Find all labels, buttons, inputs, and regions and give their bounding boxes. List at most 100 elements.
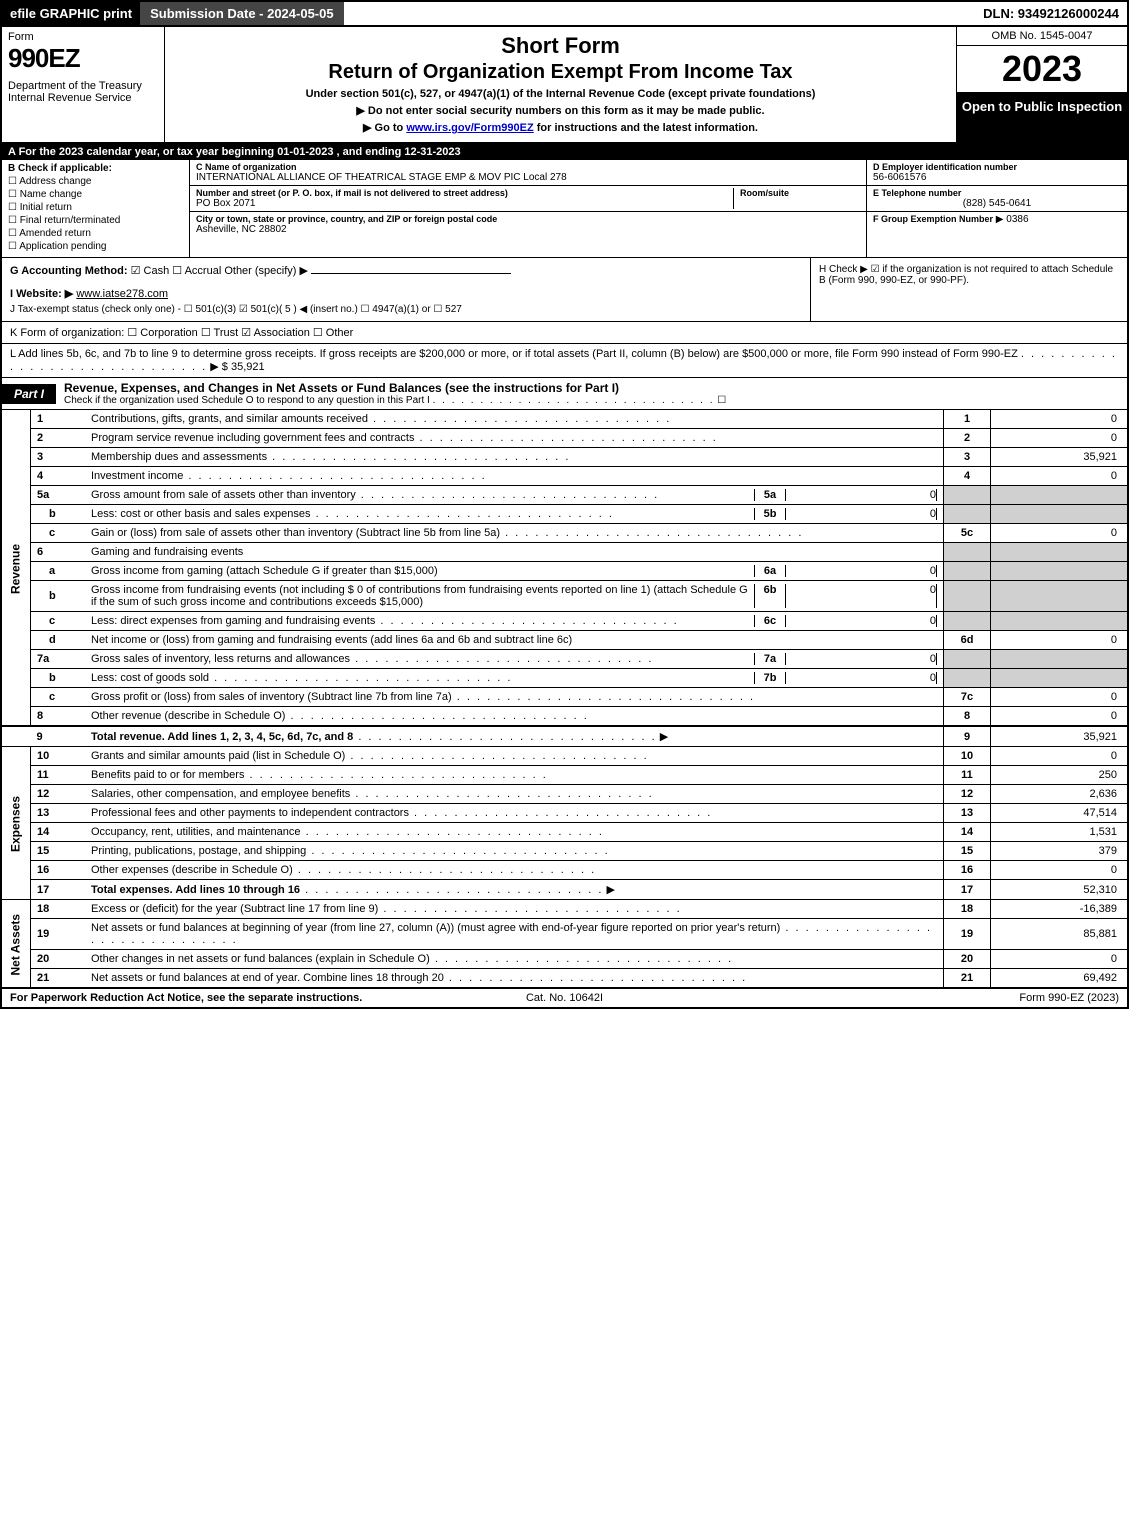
arrow-icon [300,265,312,277]
section-i: I Website: ▶ www.iatse278.com [10,287,802,300]
open-to-public: Open to Public Inspection [957,93,1127,142]
submission-date-button[interactable]: Submission Date - 2024-05-05 [140,2,344,25]
chk-accrual[interactable]: Accrual [172,265,221,277]
line-16: 16Other expenses (describe in Schedule O… [1,861,1128,880]
val-3: 35,921 [991,448,1129,467]
page-footer: For Paperwork Reduction Act Notice, see … [0,989,1129,1009]
form-id-block: Form 990EZ Department of the Treasury In… [2,27,165,142]
chk-final-return[interactable]: Final return/terminated [8,215,183,226]
section-a-tax-year: A For the 2023 calendar year, or tax yea… [0,144,1129,160]
line-7b: bLess: cost of goods sold7b0 [1,669,1128,688]
val-6c: 0 [786,615,937,627]
org-city: Asheville, NC 28802 [196,224,860,235]
part-1-tab: Part I [2,384,56,404]
form-word: Form [8,31,158,43]
chk-address-change[interactable]: Address change [8,176,183,187]
section-j: J Tax-exempt status (check only one) - ☐… [10,304,802,315]
line-7c: cGross profit or (loss) from sales of in… [1,688,1128,707]
val-10: 0 [991,747,1129,766]
l-amount: $ 35,921 [222,361,265,373]
line-14: 14Occupancy, rent, utilities, and mainte… [1,823,1128,842]
line-9: 9Total revenue. Add lines 1, 2, 3, 4, 5c… [1,726,1128,747]
val-11: 250 [991,766,1129,785]
header-right: OMB No. 1545-0047 2023 Open to Public In… [957,27,1127,142]
d-ein-label: D Employer identification number [873,162,1121,172]
val-6d: 0 [991,631,1129,650]
line-5c: cGain or (loss) from sale of assets othe… [1,524,1128,543]
line-17: 17Total expenses. Add lines 10 through 1… [1,880,1128,900]
line-7a: 7aGross sales of inventory, less returns… [1,650,1128,669]
line-6b: bGross income from fundraising events (n… [1,581,1128,612]
val-1: 0 [991,410,1129,429]
chk-amended-return[interactable]: Amended return [8,228,183,239]
line-4: 4Investment income40 [1,467,1128,486]
side-label-expenses: Expenses [1,747,31,900]
title-return: Return of Organization Exempt From Incom… [175,61,946,84]
chk-initial-return[interactable]: Initial return [8,202,183,213]
val-6a: 0 [786,565,937,577]
org-name: INTERNATIONAL ALLIANCE OF THEATRICAL STA… [196,172,860,183]
val-21: 69,492 [991,969,1129,989]
efile-print-button[interactable]: efile GRAPHIC print [2,2,140,25]
part-1-title: Revenue, Expenses, and Changes in Net As… [64,381,619,395]
l-text: L Add lines 5b, 6c, and 7b to line 9 to … [10,348,1018,360]
c-street-label: Number and street (or P. O. box, if mail… [196,188,733,198]
c-city-label: City or town, state or province, country… [196,214,860,224]
line-21: 21Net assets or fund balances at end of … [1,969,1128,989]
header-subtitle: Under section 501(c), 527, or 4947(a)(1)… [175,88,946,100]
val-5a: 0 [786,489,937,501]
val-16: 0 [991,861,1129,880]
dept-line-2: Internal Revenue Service [8,92,158,104]
omb-number: OMB No. 1545-0047 [957,27,1127,46]
side-label-net-assets: Net Assets [1,900,31,989]
e-tel-label: E Telephone number [873,188,1121,198]
line-6c: cLess: direct expenses from gaming and f… [1,612,1128,631]
line-20: 20Other changes in net assets or fund ba… [1,950,1128,969]
val-9: 35,921 [991,726,1129,747]
line-6a: aGross income from gaming (attach Schedu… [1,562,1128,581]
chk-cash[interactable]: Cash [131,265,170,277]
val-4: 0 [991,467,1129,486]
note-ssn: Do not enter social security numbers on … [175,104,946,117]
form-number: 990EZ [8,43,158,74]
val-13: 47,514 [991,804,1129,823]
line-6d: dNet income or (loss) from gaming and fu… [1,631,1128,650]
val-5b: 0 [786,508,937,520]
line-19: 19Net assets or fund balances at beginni… [1,919,1128,950]
section-b-header: B Check if applicable: [8,163,183,174]
g-other: Other (specify) [224,265,296,277]
line-6: 6Gaming and fundraising events [1,543,1128,562]
val-6b: 0 [786,584,937,608]
chk-application-pending[interactable]: Application pending [8,241,183,252]
val-12: 2,636 [991,785,1129,804]
line-5b: bLess: cost or other basis and sales exp… [1,505,1128,524]
dept-line-1: Department of the Treasury [8,80,158,92]
website-link[interactable]: www.iatse278.com [76,288,168,300]
val-7b: 0 [786,672,937,684]
section-def: D Employer identification number 56-6061… [867,160,1127,257]
val-20: 0 [991,950,1129,969]
val-19: 85,881 [991,919,1129,950]
val-5c: 0 [991,524,1129,543]
g-other-input[interactable] [311,273,511,274]
form-table: Revenue 1 Contributions, gifts, grants, … [0,410,1129,989]
note-link-post: for instructions and the latest informat… [537,122,758,134]
note-link-pre: Go to [375,122,407,134]
line-15: 15Printing, publications, postage, and s… [1,842,1128,861]
c-name-label: C Name of organization [196,162,860,172]
val-2: 0 [991,429,1129,448]
footer-left: For Paperwork Reduction Act Notice, see … [10,992,380,1004]
part-1-header: Part I Revenue, Expenses, and Changes in… [0,378,1129,410]
chk-name-change[interactable]: Name change [8,189,183,200]
i-label: I Website: ▶ [10,288,73,300]
val-14: 1,531 [991,823,1129,842]
footer-center: Cat. No. 10642I [380,992,750,1004]
irs-link[interactable]: www.irs.gov/Form990EZ [406,122,533,134]
section-k: K Form of organization: ☐ Corporation ☐ … [0,322,1129,344]
section-b: B Check if applicable: Address change Na… [2,160,190,257]
info-block: B Check if applicable: Address change Na… [0,160,1129,258]
line-13: 13Professional fees and other payments t… [1,804,1128,823]
line-11: 11Benefits paid to or for members11250 [1,766,1128,785]
val-7a: 0 [786,653,937,665]
line-5a: 5aGross amount from sale of assets other… [1,486,1128,505]
